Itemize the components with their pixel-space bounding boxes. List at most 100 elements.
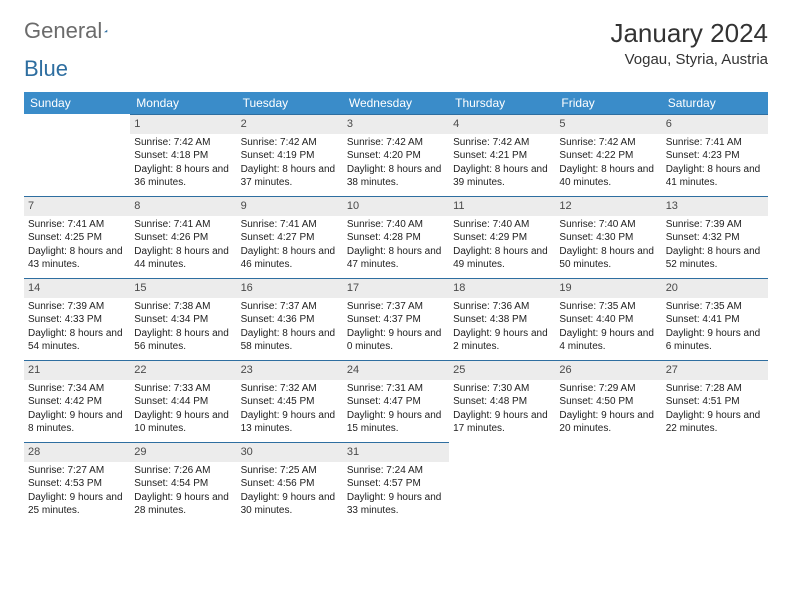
- calendar-week-row: 7Sunrise: 7:41 AMSunset: 4:25 PMDaylight…: [24, 196, 768, 278]
- sunset-line: Sunset: 4:20 PM: [347, 149, 445, 163]
- calendar-day-cell: 17Sunrise: 7:37 AMSunset: 4:37 PMDayligh…: [343, 278, 449, 360]
- day-number: 20: [662, 278, 768, 298]
- day-number: 13: [662, 196, 768, 216]
- calendar-day-cell: [449, 442, 555, 524]
- day-body: Sunrise: 7:25 AMSunset: 4:56 PMDaylight:…: [237, 462, 343, 522]
- sunrise-line: Sunrise: 7:41 AM: [134, 218, 232, 232]
- day-number: 23: [237, 360, 343, 380]
- sunset-line: Sunset: 4:22 PM: [559, 149, 657, 163]
- calendar-week-row: 28Sunrise: 7:27 AMSunset: 4:53 PMDayligh…: [24, 442, 768, 524]
- month-title: January 2024: [610, 18, 768, 49]
- day-number: 22: [130, 360, 236, 380]
- day-body: Sunrise: 7:40 AMSunset: 4:30 PMDaylight:…: [555, 216, 661, 276]
- daylight-line: Daylight: 9 hours and 20 minutes.: [559, 409, 657, 436]
- sunrise-line: Sunrise: 7:39 AM: [666, 218, 764, 232]
- day-body: Sunrise: 7:37 AMSunset: 4:37 PMDaylight:…: [343, 298, 449, 358]
- daylight-line: Daylight: 8 hours and 41 minutes.: [666, 163, 764, 190]
- daylight-line: Daylight: 8 hours and 50 minutes.: [559, 245, 657, 272]
- day-number: 25: [449, 360, 555, 380]
- sunset-line: Sunset: 4:27 PM: [241, 231, 339, 245]
- day-body: Sunrise: 7:40 AMSunset: 4:29 PMDaylight:…: [449, 216, 555, 276]
- sunset-line: Sunset: 4:25 PM: [28, 231, 126, 245]
- day-body: Sunrise: 7:41 AMSunset: 4:26 PMDaylight:…: [130, 216, 236, 276]
- daylight-line: Daylight: 9 hours and 0 minutes.: [347, 327, 445, 354]
- sunset-line: Sunset: 4:26 PM: [134, 231, 232, 245]
- day-number: 10: [343, 196, 449, 216]
- sunset-line: Sunset: 4:41 PM: [666, 313, 764, 327]
- daylight-line: Daylight: 9 hours and 25 minutes.: [28, 491, 126, 518]
- day-body: Sunrise: 7:41 AMSunset: 4:25 PMDaylight:…: [24, 216, 130, 276]
- sunrise-line: Sunrise: 7:42 AM: [134, 136, 232, 150]
- day-body: Sunrise: 7:41 AMSunset: 4:27 PMDaylight:…: [237, 216, 343, 276]
- calendar-week-row: 14Sunrise: 7:39 AMSunset: 4:33 PMDayligh…: [24, 278, 768, 360]
- sunrise-line: Sunrise: 7:42 AM: [559, 136, 657, 150]
- sunrise-line: Sunrise: 7:32 AM: [241, 382, 339, 396]
- daylight-line: Daylight: 9 hours and 33 minutes.: [347, 491, 445, 518]
- daylight-line: Daylight: 8 hours and 43 minutes.: [28, 245, 126, 272]
- daylight-line: Daylight: 8 hours and 40 minutes.: [559, 163, 657, 190]
- calendar-day-cell: [24, 114, 130, 196]
- day-number: 24: [343, 360, 449, 380]
- sunset-line: Sunset: 4:37 PM: [347, 313, 445, 327]
- day-number: 6: [662, 114, 768, 134]
- calendar-day-cell: 16Sunrise: 7:37 AMSunset: 4:36 PMDayligh…: [237, 278, 343, 360]
- calendar-day-cell: 3Sunrise: 7:42 AMSunset: 4:20 PMDaylight…: [343, 114, 449, 196]
- day-number: 16: [237, 278, 343, 298]
- day-number: 2: [237, 114, 343, 134]
- day-number: 1: [130, 114, 236, 134]
- calendar-day-cell: 25Sunrise: 7:30 AMSunset: 4:48 PMDayligh…: [449, 360, 555, 442]
- weekday-header: Thursday: [449, 92, 555, 114]
- day-body: Sunrise: 7:42 AMSunset: 4:18 PMDaylight:…: [130, 134, 236, 194]
- sunset-line: Sunset: 4:18 PM: [134, 149, 232, 163]
- sunrise-line: Sunrise: 7:40 AM: [347, 218, 445, 232]
- day-body: Sunrise: 7:42 AMSunset: 4:21 PMDaylight:…: [449, 134, 555, 194]
- sunset-line: Sunset: 4:50 PM: [559, 395, 657, 409]
- sunrise-line: Sunrise: 7:26 AM: [134, 464, 232, 478]
- sunrise-line: Sunrise: 7:37 AM: [347, 300, 445, 314]
- sunrise-line: Sunrise: 7:31 AM: [347, 382, 445, 396]
- calendar-day-cell: 9Sunrise: 7:41 AMSunset: 4:27 PMDaylight…: [237, 196, 343, 278]
- day-number: 31: [343, 442, 449, 462]
- calendar-day-cell: 14Sunrise: 7:39 AMSunset: 4:33 PMDayligh…: [24, 278, 130, 360]
- calendar-day-cell: 22Sunrise: 7:33 AMSunset: 4:44 PMDayligh…: [130, 360, 236, 442]
- day-number: 12: [555, 196, 661, 216]
- triangle-icon: [104, 23, 107, 39]
- calendar-day-cell: 7Sunrise: 7:41 AMSunset: 4:25 PMDaylight…: [24, 196, 130, 278]
- day-number: 15: [130, 278, 236, 298]
- day-number: 28: [24, 442, 130, 462]
- day-number: 21: [24, 360, 130, 380]
- calendar-day-cell: 19Sunrise: 7:35 AMSunset: 4:40 PMDayligh…: [555, 278, 661, 360]
- daylight-line: Daylight: 8 hours and 58 minutes.: [241, 327, 339, 354]
- sunset-line: Sunset: 4:36 PM: [241, 313, 339, 327]
- daylight-line: Daylight: 8 hours and 37 minutes.: [241, 163, 339, 190]
- day-number: 17: [343, 278, 449, 298]
- calendar-day-cell: 2Sunrise: 7:42 AMSunset: 4:19 PMDaylight…: [237, 114, 343, 196]
- calendar-day-cell: 12Sunrise: 7:40 AMSunset: 4:30 PMDayligh…: [555, 196, 661, 278]
- day-body: Sunrise: 7:27 AMSunset: 4:53 PMDaylight:…: [24, 462, 130, 522]
- daylight-line: Daylight: 8 hours and 46 minutes.: [241, 245, 339, 272]
- sunrise-line: Sunrise: 7:42 AM: [241, 136, 339, 150]
- sunset-line: Sunset: 4:21 PM: [453, 149, 551, 163]
- sunrise-line: Sunrise: 7:35 AM: [559, 300, 657, 314]
- daylight-line: Daylight: 9 hours and 6 minutes.: [666, 327, 764, 354]
- sunset-line: Sunset: 4:54 PM: [134, 477, 232, 491]
- sunset-line: Sunset: 4:48 PM: [453, 395, 551, 409]
- daylight-line: Daylight: 9 hours and 10 minutes.: [134, 409, 232, 436]
- logo: General: [24, 18, 126, 44]
- weekday-header: Saturday: [662, 92, 768, 114]
- sunrise-line: Sunrise: 7:36 AM: [453, 300, 551, 314]
- calendar-day-cell: 6Sunrise: 7:41 AMSunset: 4:23 PMDaylight…: [662, 114, 768, 196]
- sunset-line: Sunset: 4:42 PM: [28, 395, 126, 409]
- sunrise-line: Sunrise: 7:40 AM: [559, 218, 657, 232]
- day-body: Sunrise: 7:38 AMSunset: 4:34 PMDaylight:…: [130, 298, 236, 358]
- calendar-day-cell: [555, 442, 661, 524]
- daylight-line: Daylight: 9 hours and 4 minutes.: [559, 327, 657, 354]
- calendar-day-cell: 30Sunrise: 7:25 AMSunset: 4:56 PMDayligh…: [237, 442, 343, 524]
- calendar-day-cell: 8Sunrise: 7:41 AMSunset: 4:26 PMDaylight…: [130, 196, 236, 278]
- sunrise-line: Sunrise: 7:27 AM: [28, 464, 126, 478]
- day-body: Sunrise: 7:39 AMSunset: 4:32 PMDaylight:…: [662, 216, 768, 276]
- day-number: 30: [237, 442, 343, 462]
- sunrise-line: Sunrise: 7:38 AM: [134, 300, 232, 314]
- sunset-line: Sunset: 4:53 PM: [28, 477, 126, 491]
- day-number: 7: [24, 196, 130, 216]
